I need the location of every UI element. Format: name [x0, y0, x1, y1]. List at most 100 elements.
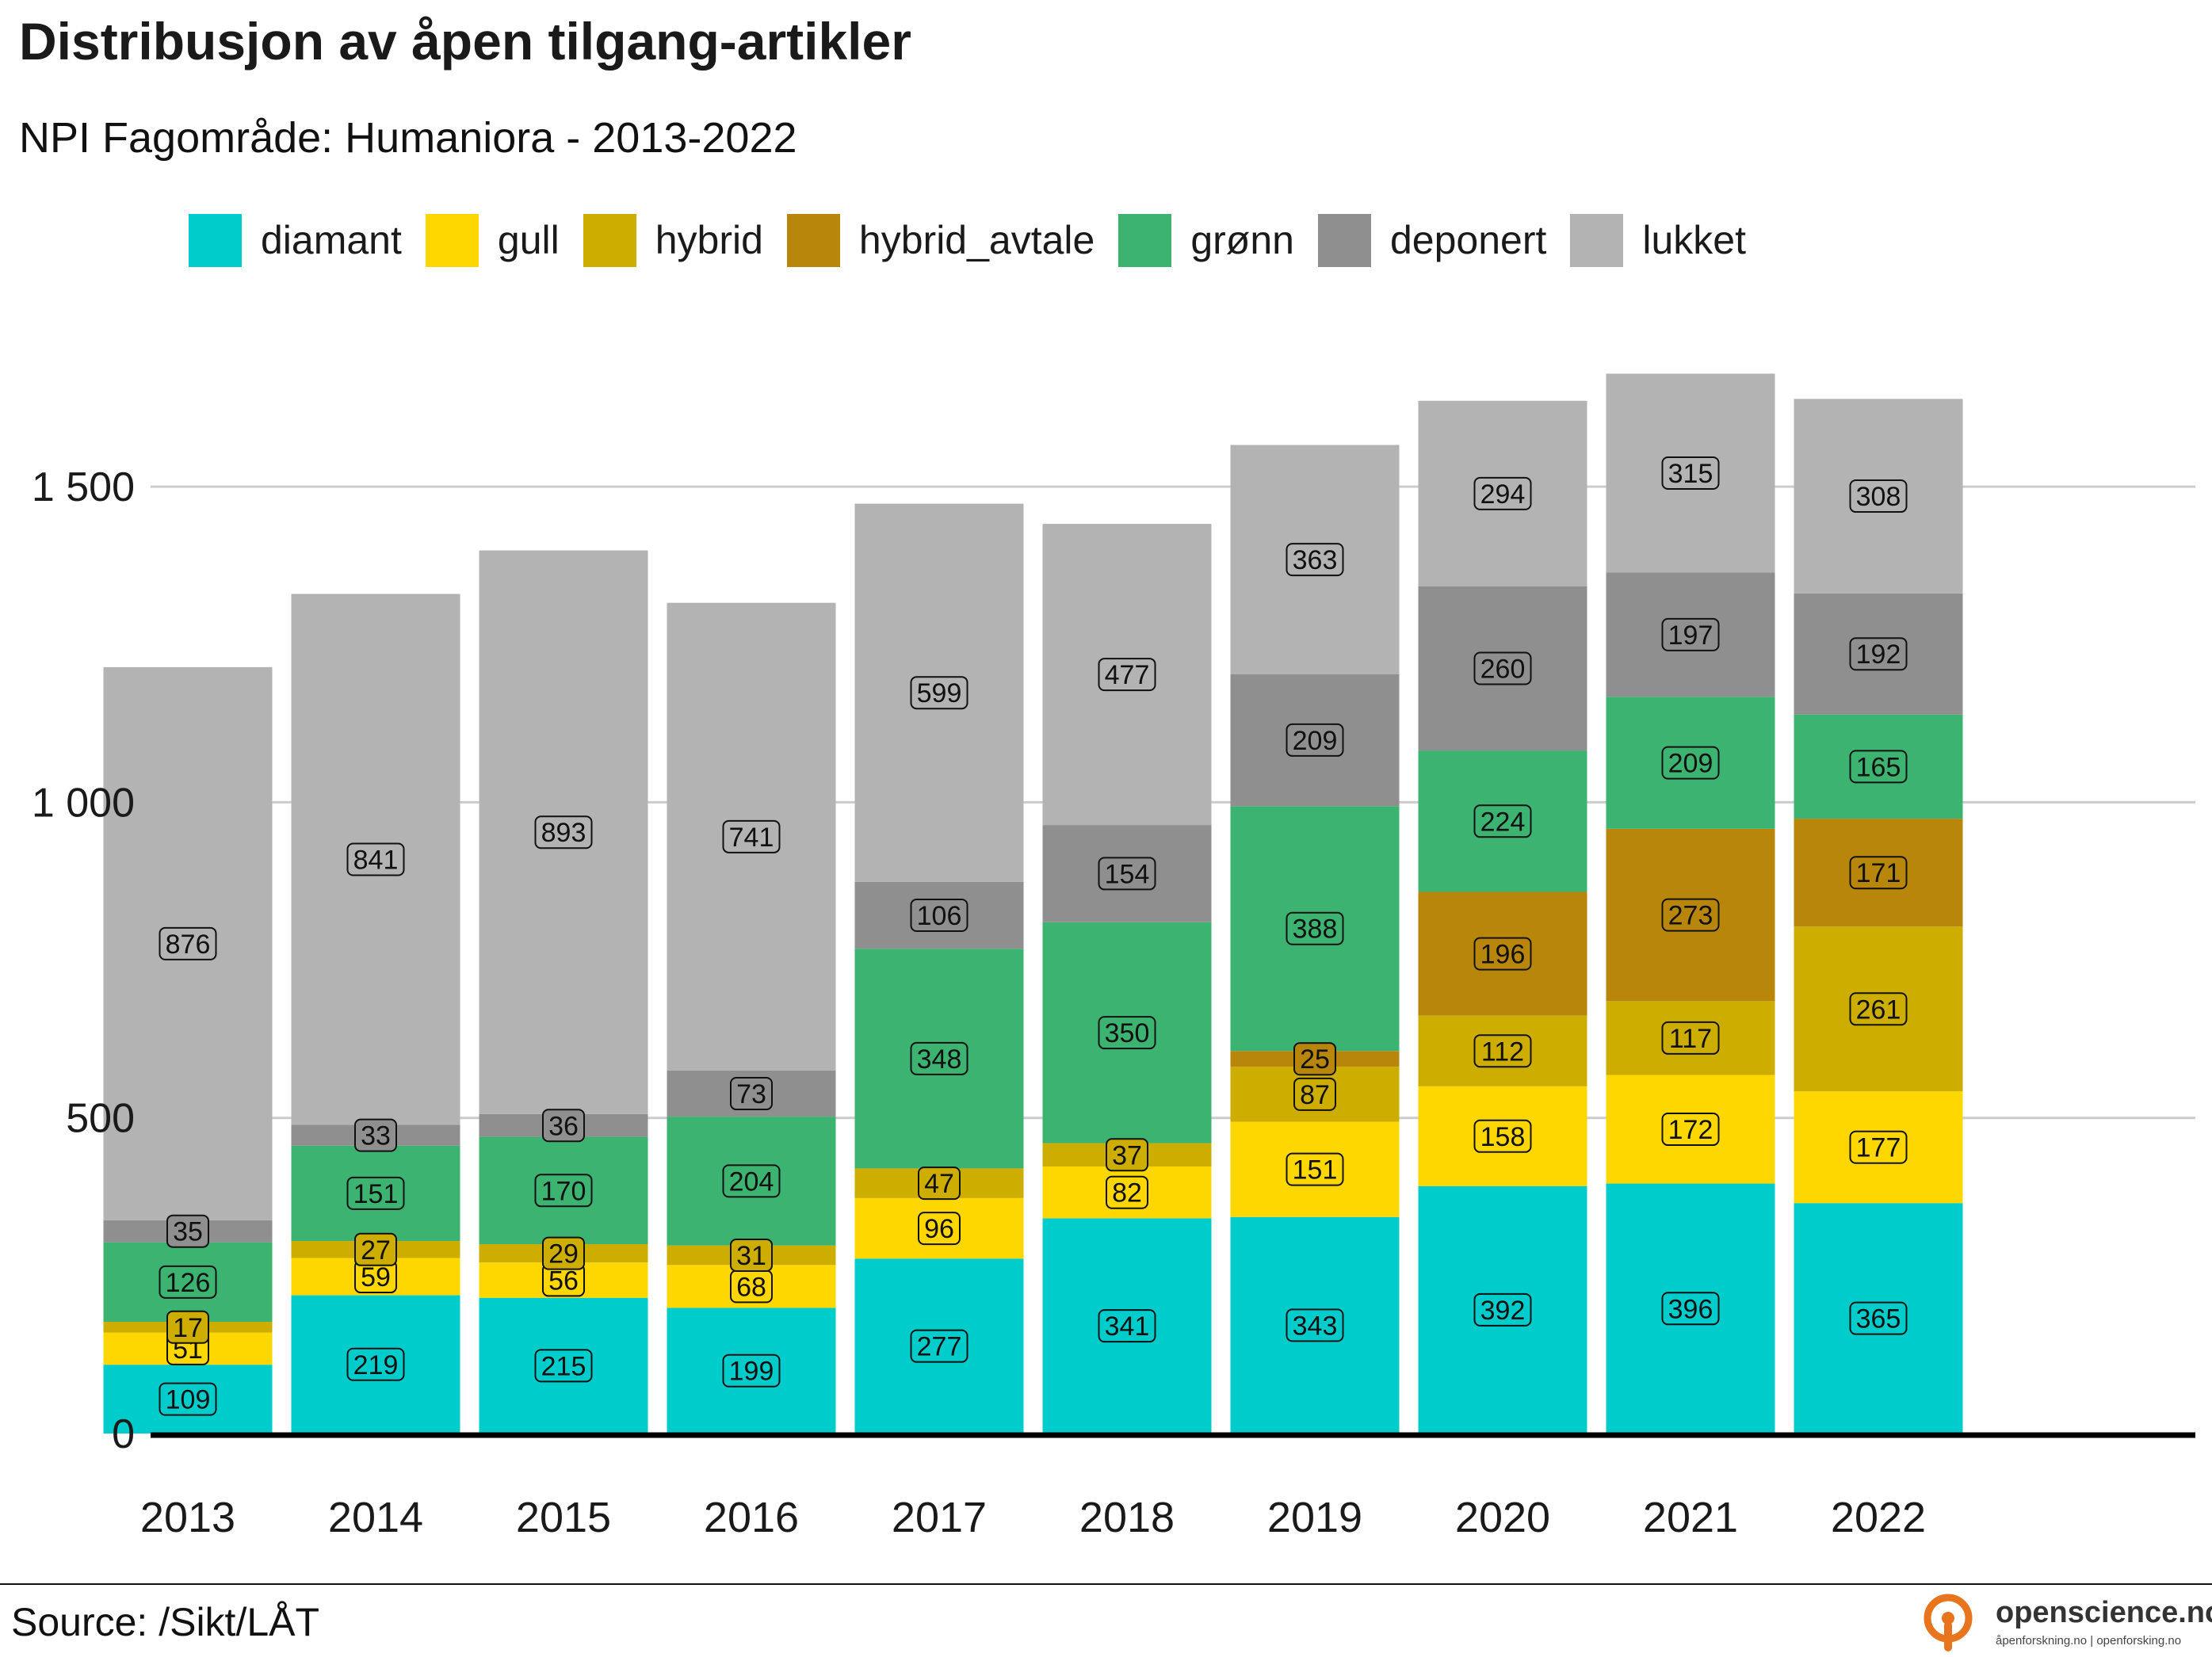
source-note: Source: /Sikt/LÅT [11, 1600, 320, 1644]
legend-swatch [583, 213, 636, 267]
data-label: 109 [166, 1385, 211, 1415]
data-label-box [1473, 1034, 1532, 1068]
data-label: 117 [1669, 1024, 1712, 1054]
data-label: 170 [541, 1176, 586, 1206]
data-label-box [1293, 1077, 1336, 1111]
x-tick-label: 2014 [328, 1494, 423, 1541]
data-label: 82 [1112, 1178, 1142, 1208]
data-label: 315 [1668, 459, 1713, 489]
data-label: 196 [1480, 940, 1526, 970]
data-label: 599 [917, 678, 962, 708]
data-label: 893 [541, 818, 586, 848]
x-tick-label: 2018 [1079, 1494, 1175, 1541]
data-label-box [910, 1041, 968, 1075]
data-label-box [1661, 456, 1720, 490]
data-label: 392 [1480, 1296, 1526, 1326]
x-tick-label: 2021 [1643, 1494, 1738, 1541]
data-label-box [1849, 637, 1908, 671]
data-label-box [534, 1174, 593, 1208]
data-label-box [534, 815, 593, 849]
data-label: 192 [1856, 640, 1901, 670]
chart-subtitle: NPI Fagområde: Humaniora - 2013-2022 [19, 114, 797, 162]
footer-divider [0, 1583, 2212, 1585]
data-label: 56 [548, 1266, 579, 1296]
data-label: 73 [736, 1079, 766, 1109]
y-tick-label: 1 500 [32, 464, 135, 510]
legend-label: hybrid [655, 218, 763, 262]
legend-swatch [1118, 213, 1172, 267]
chart-title: Distribusjon av åpen tilgang-artikler [19, 12, 911, 71]
data-label-box [910, 1329, 968, 1363]
data-label-box [1473, 1119, 1532, 1153]
legend-item: deponert [1317, 213, 1547, 267]
data-label-box [1473, 804, 1532, 838]
x-tick-label: 2019 [1267, 1494, 1362, 1541]
data-label: 388 [1293, 914, 1338, 945]
data-label-box [1098, 857, 1156, 891]
data-label-box [1661, 617, 1720, 651]
data-label-box [534, 1349, 593, 1383]
data-label: 112 [1481, 1037, 1524, 1067]
data-label: 171 [1856, 858, 1901, 888]
data-label-box [1473, 1292, 1532, 1327]
data-label: 365 [1856, 1304, 1901, 1334]
data-label: 363 [1293, 545, 1338, 575]
data-label: 343 [1293, 1311, 1338, 1341]
data-label: 33 [361, 1121, 391, 1151]
data-label-box [1106, 1138, 1148, 1172]
legend: diamant gull hybrid hybrid_avtale grønn depon… [189, 212, 1770, 268]
data-label: 219 [353, 1350, 399, 1380]
x-tick-label: 2016 [704, 1494, 799, 1541]
data-label: 396 [1668, 1294, 1713, 1324]
data-label-box [730, 1077, 773, 1111]
data-label: 68 [736, 1272, 766, 1302]
data-label-box [1286, 1308, 1344, 1342]
legend-label: deponert [1389, 218, 1547, 262]
x-tick-label: 2015 [516, 1494, 611, 1541]
data-labels: 1095117126358762195927151338412155629170… [159, 456, 1908, 1416]
data-label: 36 [548, 1111, 579, 1141]
data-label: 158 [1480, 1122, 1526, 1152]
legend-label: lukket [1642, 218, 1746, 262]
legend-item: hybrid [583, 213, 763, 267]
data-label: 741 [729, 823, 774, 853]
data-label: 151 [1293, 1155, 1338, 1185]
data-label: 37 [1112, 1140, 1142, 1170]
data-label-box [159, 1382, 217, 1416]
data-label-box [1098, 1309, 1156, 1343]
legend-item: diamant [189, 213, 402, 267]
data-label-box [346, 1347, 405, 1381]
legend-label: hybrid_avtale [858, 218, 1095, 262]
legend-swatch [1570, 213, 1624, 267]
data-label-box [1661, 1113, 1720, 1147]
data-label-box [1849, 750, 1908, 784]
data-label-box [159, 926, 217, 960]
data-label-box [159, 1265, 217, 1299]
x-tick-label: 2017 [892, 1494, 987, 1541]
data-label: 209 [1293, 726, 1338, 756]
data-label: 261 [1856, 995, 1901, 1025]
data-label-box [1293, 1042, 1336, 1076]
legend-swatch [1317, 213, 1371, 267]
data-label-box [1286, 1152, 1344, 1186]
data-label-box [918, 1212, 961, 1246]
data-label-box [1098, 1016, 1156, 1050]
data-label: 59 [361, 1262, 391, 1292]
data-label: 197 [1668, 620, 1713, 651]
y-tick-label: 0 [112, 1411, 135, 1457]
data-label: 165 [1856, 752, 1901, 782]
legend-label: gull [497, 218, 560, 262]
y-tick-label: 500 [66, 1096, 135, 1142]
data-label: 841 [353, 845, 399, 875]
data-label: 96 [924, 1214, 954, 1244]
data-label-box [1849, 992, 1908, 1026]
legend-swatch [189, 213, 242, 267]
data-label: 27 [361, 1235, 391, 1266]
open-access-lock-icon [1924, 1594, 1973, 1651]
bars [103, 373, 1963, 1434]
data-label-box [354, 1232, 397, 1266]
data-label-box [910, 898, 968, 932]
data-label: 25 [1300, 1044, 1330, 1075]
data-label: 341 [1105, 1311, 1150, 1342]
data-label: 172 [1668, 1115, 1713, 1145]
